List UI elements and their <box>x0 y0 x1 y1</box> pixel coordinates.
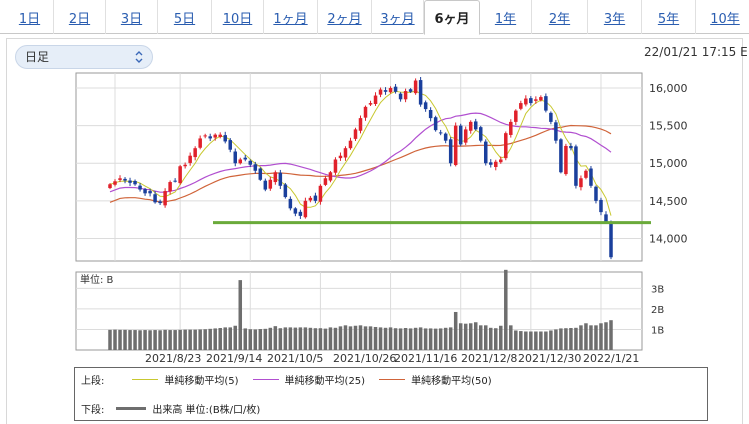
volume-swatch <box>116 406 147 410</box>
legend-ma50-label: 単純移動平均(50) <box>411 375 492 387</box>
ma5-swatch <box>132 378 159 380</box>
tab-period-7[interactable]: 3ヶ月 <box>372 0 424 34</box>
period-tab-bar: 1日 2日 3日 5日 10日 1ヶ月 2ヶ月 3ヶ月 6ヶ月 1年 2年 3年 5年 10年 <box>0 0 749 35</box>
legend-lower-row: 下段: 出来高 単位:(B株/口/枚) <box>81 401 274 416</box>
legend-ma25: 単純移動平均(25) <box>252 372 366 387</box>
legend-ma5: 単純移動平均(5) <box>132 372 239 387</box>
legend-upper-label: 上段: <box>81 375 105 387</box>
legend-volume: 出来高 単位:(B株/口/枚) <box>116 401 260 416</box>
tab-period-10[interactable]: 2年 <box>532 0 588 34</box>
tab-period-12[interactable]: 5年 <box>642 0 696 34</box>
tab-period-11[interactable]: 3年 <box>588 0 642 34</box>
ma50-swatch <box>379 378 406 380</box>
chart-legend: 上段: 単純移動平均(5) 単純移動平均(25) 単純移動平均(50) 下段: … <box>74 367 708 421</box>
legend-ma5-label: 単純移動平均(5) <box>164 375 239 387</box>
tab-period-9[interactable]: 1年 <box>480 0 532 34</box>
tab-period-1[interactable]: 2日 <box>54 0 106 34</box>
tab-period-8[interactable]: 6ヶ月 <box>424 0 480 35</box>
legend-upper-row: 上段: 単純移動平均(5) 単純移動平均(25) 単純移動平均(50) <box>81 372 506 387</box>
last-updated-timestamp: 22/01/21 17:15 E <box>644 45 748 59</box>
tab-period-6[interactable]: 2ヶ月 <box>318 0 372 34</box>
tab-period-4[interactable]: 10日 <box>212 0 264 34</box>
tab-period-5[interactable]: 1ヶ月 <box>264 0 318 34</box>
chevron-up-down-icon <box>134 46 144 77</box>
ma25-swatch <box>252 378 279 380</box>
tab-period-3[interactable]: 5日 <box>158 0 212 34</box>
legend-lower-label: 下段: <box>81 404 105 416</box>
chart-type-select-value: 日足 <box>25 50 50 64</box>
tab-period-13[interactable]: 10年 <box>696 0 749 34</box>
tab-period-2[interactable]: 3日 <box>106 0 158 34</box>
legend-volume-label: 出来高 単位:(B株/口/枚) <box>152 404 261 416</box>
tab-period-0[interactable]: 1日 <box>6 0 54 34</box>
chart-type-select[interactable]: 日足 <box>15 45 153 69</box>
legend-ma50: 単純移動平均(50) <box>379 372 492 387</box>
legend-ma25-label: 単純移動平均(25) <box>284 375 366 387</box>
